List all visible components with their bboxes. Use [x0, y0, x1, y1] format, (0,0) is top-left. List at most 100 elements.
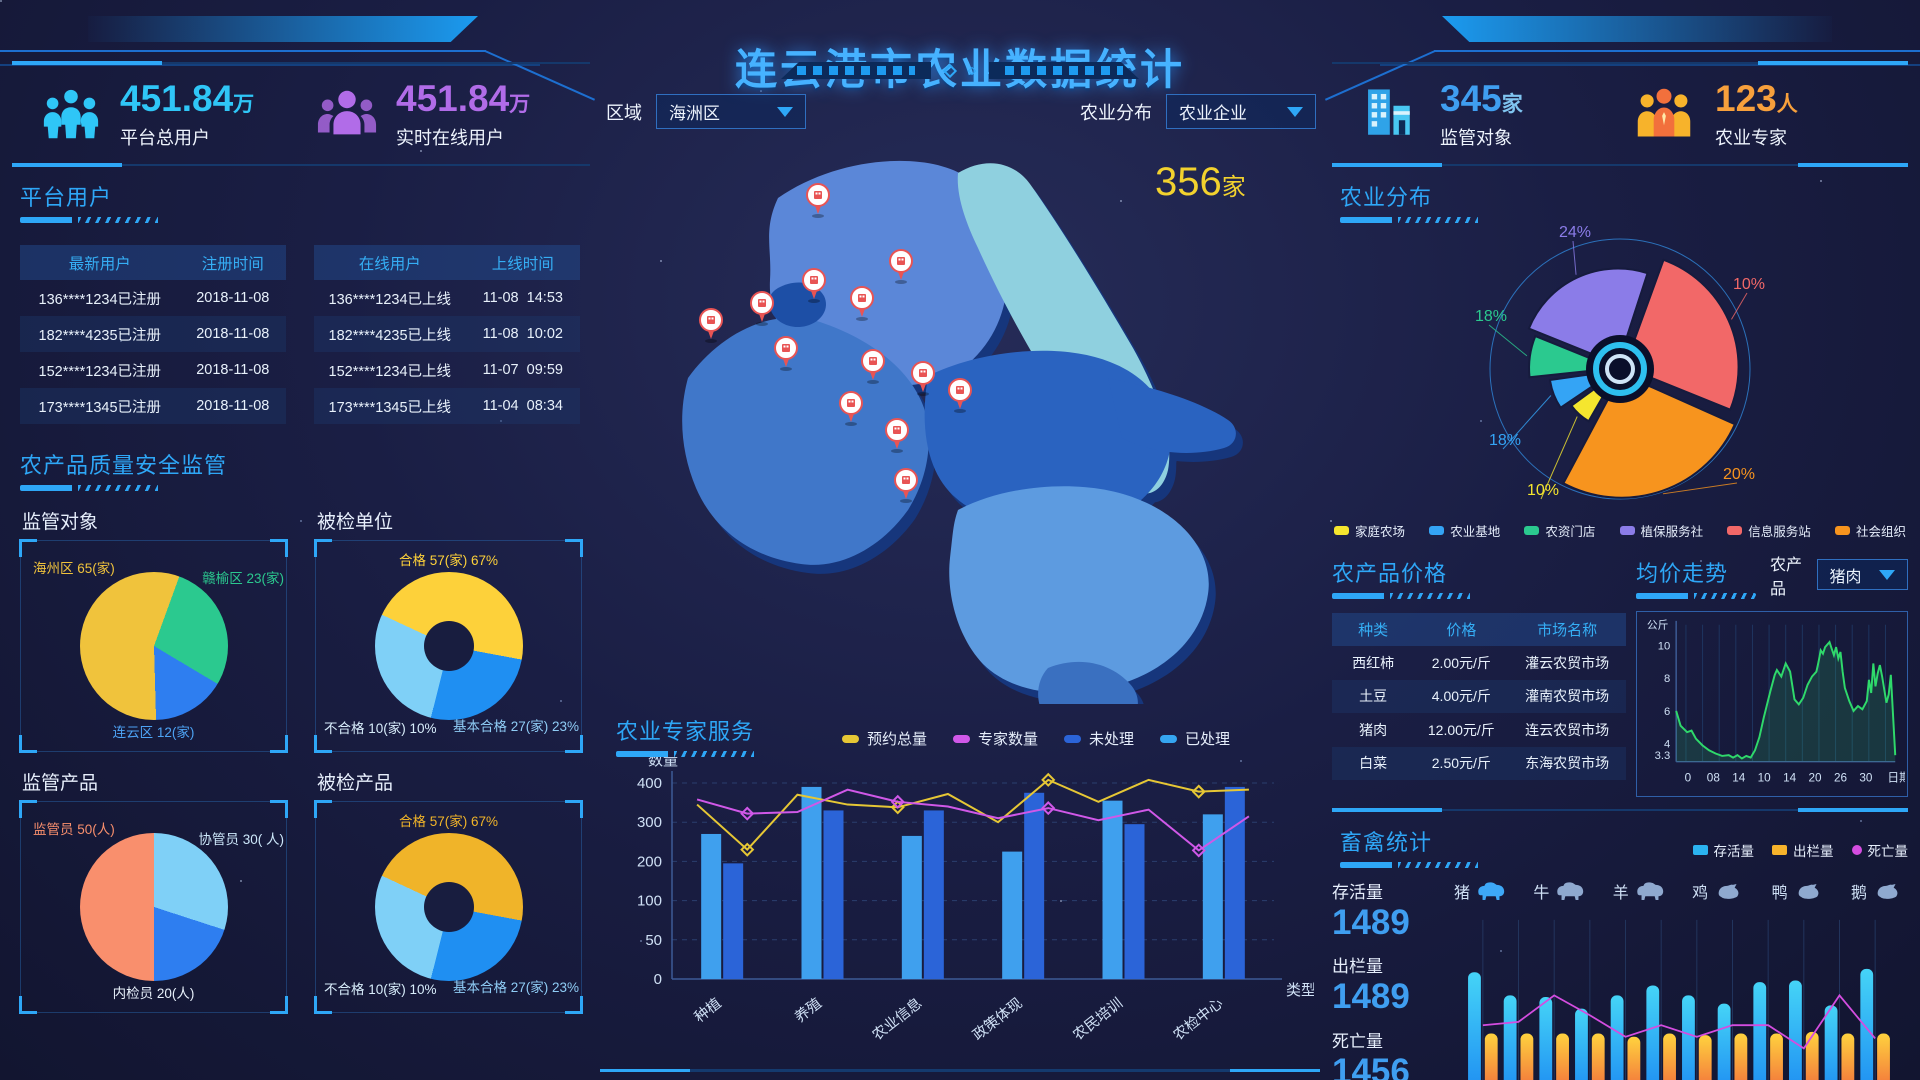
- legend-item[interactable]: 社会组织: [1834, 521, 1906, 540]
- map-pin[interactable]: [839, 391, 863, 426]
- price-trend-chart[interactable]: 公斤 3.34 6 8 10 0 08 14 10 14 20 26 30 日期: [1639, 614, 1911, 794]
- chart-inspected-unit: 被检单位 合格 57(家) 67% 不合格 10(家) 10% 基本合格 27(…: [314, 501, 583, 752]
- animal-icon: [1798, 883, 1818, 899]
- table-row: 土豆 4.00元/斤 灌南农贸市场: [1332, 679, 1626, 713]
- stat-unit: 万: [233, 93, 255, 116]
- map-pin[interactable]: [774, 336, 798, 371]
- inspected-unit-donut[interactable]: [374, 572, 523, 720]
- animal-icon: [1718, 883, 1739, 899]
- livestock-chart[interactable]: 010203040506070809101112: [1450, 912, 1908, 1080]
- stat-label: 死亡量: [1332, 1031, 1383, 1051]
- title-underline-icon: [1635, 593, 1756, 599]
- supervision-object-pie[interactable]: [79, 572, 228, 720]
- region-filter-label: 区域: [606, 102, 642, 123]
- table-row: 173****1345已上线 11-04 08:34: [314, 388, 580, 424]
- legend-item[interactable]: 农业基地: [1429, 521, 1500, 540]
- map-pin[interactable]: [894, 468, 918, 503]
- svg-text:政策体现: 政策体现: [969, 995, 1025, 1044]
- stat-survive: 存活量 1489: [1332, 878, 1450, 943]
- map-pin[interactable]: [802, 268, 826, 303]
- table-header: 种类 价格 市场名称: [1332, 613, 1626, 646]
- animal-item-6[interactable]: 鹅: [1851, 879, 1904, 903]
- header-line: [0, 50, 486, 52]
- product-select-value: 猪肉: [1829, 568, 1862, 586]
- legend-item[interactable]: 出栏量: [1772, 840, 1834, 860]
- legend-item[interactable]: 植保服务社: [1619, 521, 1703, 540]
- map-pin[interactable]: [911, 361, 935, 396]
- livestock-header: 畜禽统计 存活量 出栏量 死亡量: [1332, 811, 1908, 868]
- divider: [1332, 163, 1908, 167]
- animal-item-2[interactable]: 牛: [1533, 879, 1586, 903]
- legend-item[interactable]: 已处理: [1160, 728, 1230, 749]
- stat-label: 农业专家: [1715, 128, 1787, 148]
- svg-text:50: 50: [645, 932, 662, 949]
- title-underline-icon: [1332, 593, 1502, 599]
- map-pin[interactable]: [889, 249, 913, 284]
- legend-item[interactable]: 死亡量: [1851, 840, 1908, 860]
- building-icon: [1358, 84, 1424, 146]
- svg-text:类型: 类型: [1286, 982, 1314, 999]
- table-row: 136****1234已注册 2018-11-08: [38, 290, 270, 308]
- expert-chart-legend: 预约总量 专家数量 未处理 已处理: [842, 728, 1230, 757]
- price-table: 种类 价格 市场名称 西红柿 2.00元/斤 灌云农贸市场 土豆 4.00元/斤 灌南农贸市场猪…: [1332, 613, 1626, 780]
- map-pin[interactable]: [948, 378, 972, 413]
- animal-icon: [1637, 881, 1663, 900]
- animal-item-3[interactable]: 羊: [1613, 879, 1666, 903]
- svg-text:400: 400: [637, 775, 662, 792]
- header-line: [1434, 50, 1920, 52]
- map-pin[interactable]: [750, 291, 774, 326]
- animal-item-1[interactable]: 猪: [1454, 879, 1507, 903]
- supervision-product-pie[interactable]: [79, 833, 228, 981]
- map-pin[interactable]: [850, 286, 874, 321]
- table-row: 白菜 2.50元/斤 东海农贸市场: [1332, 746, 1626, 780]
- stat-value: 123: [1715, 78, 1777, 119]
- animal-item-4[interactable]: 鸡: [1692, 879, 1745, 903]
- panel-topline: [1332, 61, 1908, 65]
- stat-unit: 人: [1776, 93, 1798, 116]
- pie-label: 基本合格 27(家) 23%: [452, 980, 579, 995]
- legend-item[interactable]: 家庭农场: [1334, 521, 1405, 540]
- svg-text:3.3: 3.3: [1655, 750, 1671, 762]
- map-pin[interactable]: [806, 183, 830, 218]
- legend-item[interactable]: 未处理: [1064, 728, 1134, 749]
- region-map[interactable]: [628, 138, 1292, 745]
- section-title-trend: 均价走势: [1635, 561, 1728, 586]
- svg-text:公斤: 公斤: [1647, 620, 1669, 632]
- stat-label: 监管对象: [1440, 128, 1512, 148]
- map-pin[interactable]: [699, 308, 723, 343]
- animal-item-5[interactable]: 鸭: [1772, 879, 1825, 903]
- region-select-value: 海洲区: [669, 104, 720, 123]
- svg-text:数量: 数量: [648, 757, 678, 769]
- center-panel: 区域 海洲区 农业分布 农业企业 356家 农业专家服务: [600, 62, 1322, 1070]
- livestock-stats: 存活量 1489 出栏量 1489 死亡量 1456: [1332, 870, 1450, 1080]
- product-select[interactable]: 猪肉: [1816, 559, 1908, 590]
- legend-item[interactable]: 存活量: [1692, 840, 1754, 860]
- pie-label: 监管员 50(人): [33, 822, 115, 837]
- distribution-rose-chart[interactable]: 10% 18% 18% 24% 10% 20%: [1332, 223, 1908, 519]
- animal-icon: [1877, 883, 1898, 899]
- region-select[interactable]: 海洲区: [656, 94, 806, 129]
- stat-value: 345: [1440, 78, 1502, 119]
- mini-chart-title: 被检单位: [317, 512, 394, 533]
- livestock-chart-area: 猪 牛 羊 鸡 鸭 鹅 010203040506070809101112: [1450, 870, 1908, 1080]
- stat-slaughter: 出栏量 1489: [1332, 952, 1450, 1017]
- svg-text:10%: 10%: [1527, 482, 1559, 499]
- legend-item[interactable]: 专家数量: [953, 728, 1038, 749]
- stat-value: 451.84: [120, 78, 234, 119]
- inspected-product-donut[interactable]: [374, 833, 523, 981]
- svg-text:4: 4: [1664, 739, 1670, 751]
- stat-value: 451.84: [396, 78, 510, 119]
- svg-text:种植: 种植: [691, 995, 724, 1026]
- stat-unit: 家: [1501, 93, 1523, 116]
- stat-label: 平台总用户: [120, 128, 210, 148]
- title-underline-icon: [20, 217, 190, 223]
- distribution-select[interactable]: 农业企业: [1166, 94, 1316, 129]
- legend-item[interactable]: 农资门店: [1524, 521, 1595, 540]
- map-pin[interactable]: [861, 349, 885, 384]
- legend-item[interactable]: 预约总量: [842, 728, 927, 749]
- title-underline-icon: [20, 485, 280, 491]
- map-pin[interactable]: [885, 418, 909, 453]
- legend-item[interactable]: 信息服务站: [1727, 521, 1811, 540]
- svg-text:30: 30: [1859, 771, 1873, 784]
